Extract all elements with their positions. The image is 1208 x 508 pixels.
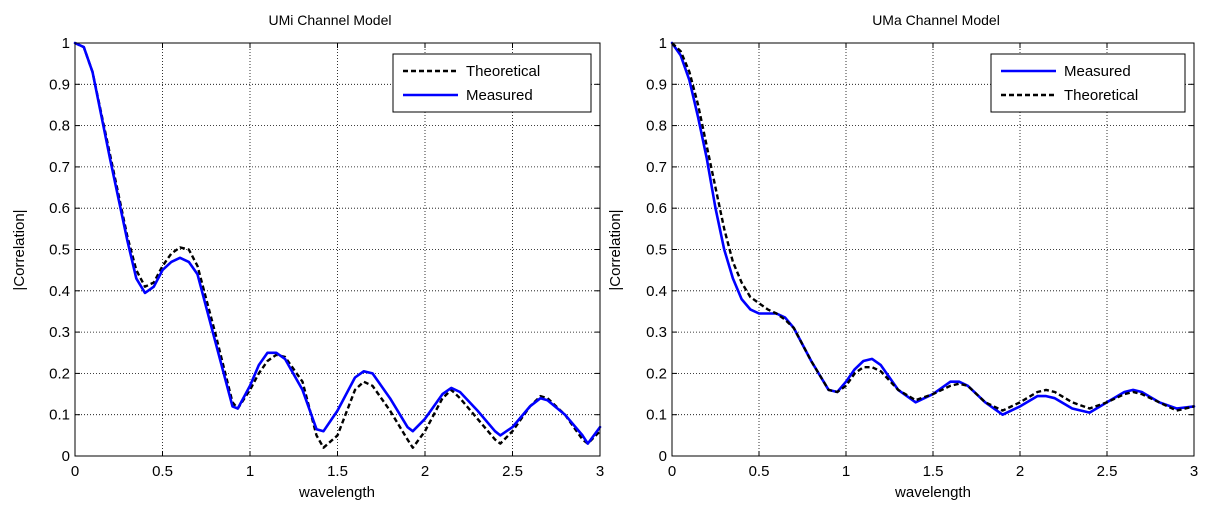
x-axis-label: wavelength (298, 484, 375, 501)
series-line-measured (670, 41, 1196, 417)
legend: Theoretical Measured (392, 53, 592, 113)
x-axis-label: wavelength (894, 484, 971, 501)
y-tick-label: 0.2 (646, 365, 667, 382)
legend-label-0: Measured (1064, 63, 1131, 80)
y-tick-label: 0.3 (49, 324, 70, 341)
legend-label-1: Theoretical (1064, 87, 1138, 104)
y-tick-label: 0.4 (646, 283, 667, 300)
x-tick-label: 0 (71, 463, 79, 480)
x-tick-label: 1 (246, 463, 254, 480)
y-tick-label: 0.8 (646, 118, 667, 135)
y-tick-label: 0.5 (49, 242, 70, 259)
x-tick-label: 2.5 (1097, 463, 1118, 480)
ticks: 0 0.5 1 1.5 2 2.5 3 0 0.1 0.2 0.3 0.4 0.5 0.6 0.7 0.8 0.… (646, 35, 1198, 480)
y-axis-label: |Correlation| (607, 209, 624, 290)
chart-title: UMa Channel Model (872, 12, 1000, 28)
y-tick-label: 0.4 (49, 283, 70, 300)
y-tick-label: 0.3 (646, 324, 667, 341)
y-tick-label: 0.7 (49, 159, 70, 176)
legend-box (392, 53, 592, 113)
chart-uma: UMa Channel Model 0 0.5 1 1.5 2 2.5 3 0 0.1 0.2 0.… (607, 12, 1198, 501)
series-group (670, 41, 1196, 417)
x-tick-label: 2 (421, 463, 429, 480)
y-tick-label: 0.7 (646, 159, 667, 176)
y-tick-label: 0.6 (646, 200, 667, 217)
x-tick-label: 0 (668, 463, 676, 480)
y-tick-label: 0.1 (646, 407, 667, 424)
y-axis-label: |Correlation| (11, 209, 28, 290)
y-tick-label: 0.5 (646, 242, 667, 259)
x-tick-label: 1.5 (923, 463, 944, 480)
legend-box (990, 53, 1186, 113)
y-tick-label: 1 (659, 35, 667, 52)
x-tick-label: 1.5 (327, 463, 348, 480)
y-tick-label: 0 (659, 448, 667, 465)
series-line-measured (73, 41, 602, 445)
grid (672, 43, 1194, 456)
y-tick-label: 0.1 (49, 407, 70, 424)
chart-title: UMi Channel Model (269, 12, 392, 28)
x-tick-label: 2.5 (502, 463, 523, 480)
y-tick-label: 0.2 (49, 365, 70, 382)
legend: Measured Theoretical (990, 53, 1186, 113)
x-tick-label: 0.5 (749, 463, 770, 480)
x-tick-label: 1 (842, 463, 850, 480)
chart-umi: UMi Channel Model 0 0.5 1 1.5 2 2.5 3 0 0.1 0.2 0.… (11, 12, 604, 501)
legend-label-0: Theoretical (466, 63, 540, 80)
y-tick-label: 0.9 (646, 76, 667, 93)
y-tick-label: 1 (62, 35, 70, 52)
x-tick-label: 3 (1190, 463, 1198, 480)
x-tick-label: 3 (596, 463, 604, 480)
grid (75, 43, 600, 456)
series-line-theoretical (671, 42, 1195, 412)
x-tick-label: 2 (1016, 463, 1024, 480)
y-tick-label: 0.9 (49, 76, 70, 93)
series-line-theoretical (74, 41, 601, 449)
y-tick-label: 0.8 (49, 118, 70, 135)
series-group (73, 41, 602, 449)
x-tick-label: 0.5 (152, 463, 173, 480)
y-tick-label: 0.6 (49, 200, 70, 217)
y-tick-label: 0 (62, 448, 70, 465)
ticks: 0 0.5 1 1.5 2 2.5 3 0 0.1 0.2 0.3 0.4 0.5 0.6 0.7 0.8 0.… (49, 35, 604, 480)
legend-label-1: Measured (466, 87, 533, 104)
